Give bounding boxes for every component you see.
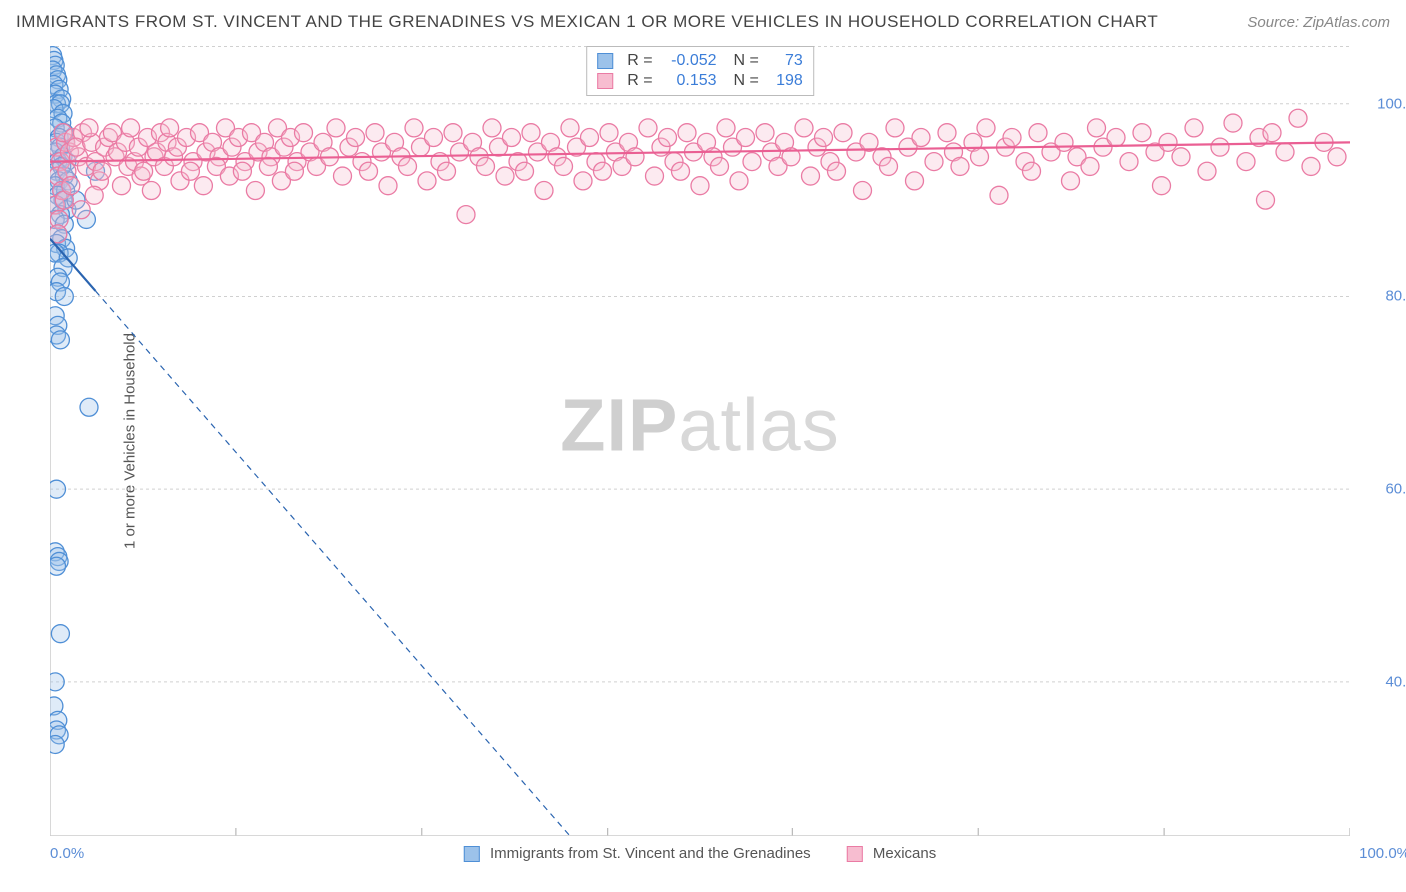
n-label: N =: [725, 52, 759, 70]
legend-item-series2: Mexicans: [847, 845, 937, 862]
stats-row-series2: R = 0.153 N = 198: [597, 71, 803, 91]
n-value-series1: 73: [767, 52, 803, 70]
legend-label-series2: Mexicans: [873, 845, 936, 862]
r-value-series2: 0.153: [661, 72, 717, 90]
y-tick-label: 80.0%: [1385, 288, 1406, 305]
r-label: R =: [627, 52, 652, 70]
y-tick-label: 60.0%: [1385, 481, 1406, 498]
x-tick-min: 0.0%: [50, 845, 84, 862]
r-value-series1: -0.052: [661, 52, 717, 70]
scatter-plot: [50, 46, 1350, 836]
legend-label-series1: Immigrants from St. Vincent and the Gren…: [490, 845, 811, 862]
stats-legend-box: R = -0.052 N = 73 R = 0.153 N = 198: [586, 46, 814, 96]
swatch-series2: [597, 73, 613, 89]
r-label: R =: [627, 72, 652, 90]
stats-row-series1: R = -0.052 N = 73: [597, 51, 803, 71]
chart-title: IMMIGRANTS FROM ST. VINCENT AND THE GREN…: [16, 12, 1158, 32]
source-prefix: Source:: [1247, 14, 1303, 31]
source-name: ZipAtlas.com: [1303, 14, 1390, 31]
chart-area: 1 or more Vehicles in Household ZIPatlas…: [50, 46, 1350, 836]
chart-source: Source: ZipAtlas.com: [1247, 14, 1390, 31]
swatch-series1: [597, 53, 613, 69]
bottom-legend: Immigrants from St. Vincent and the Gren…: [464, 845, 936, 862]
x-tick-max: 100.0%: [1359, 845, 1406, 862]
chart-header: IMMIGRANTS FROM ST. VINCENT AND THE GREN…: [16, 12, 1390, 32]
n-value-series2: 198: [767, 72, 803, 90]
legend-swatch-series1: [464, 846, 480, 862]
y-tick-label: 40.0%: [1385, 673, 1406, 690]
legend-item-series1: Immigrants from St. Vincent and the Gren…: [464, 845, 811, 862]
y-tick-label: 100.0%: [1377, 95, 1406, 112]
legend-swatch-series2: [847, 846, 863, 862]
n-label: N =: [725, 72, 759, 90]
